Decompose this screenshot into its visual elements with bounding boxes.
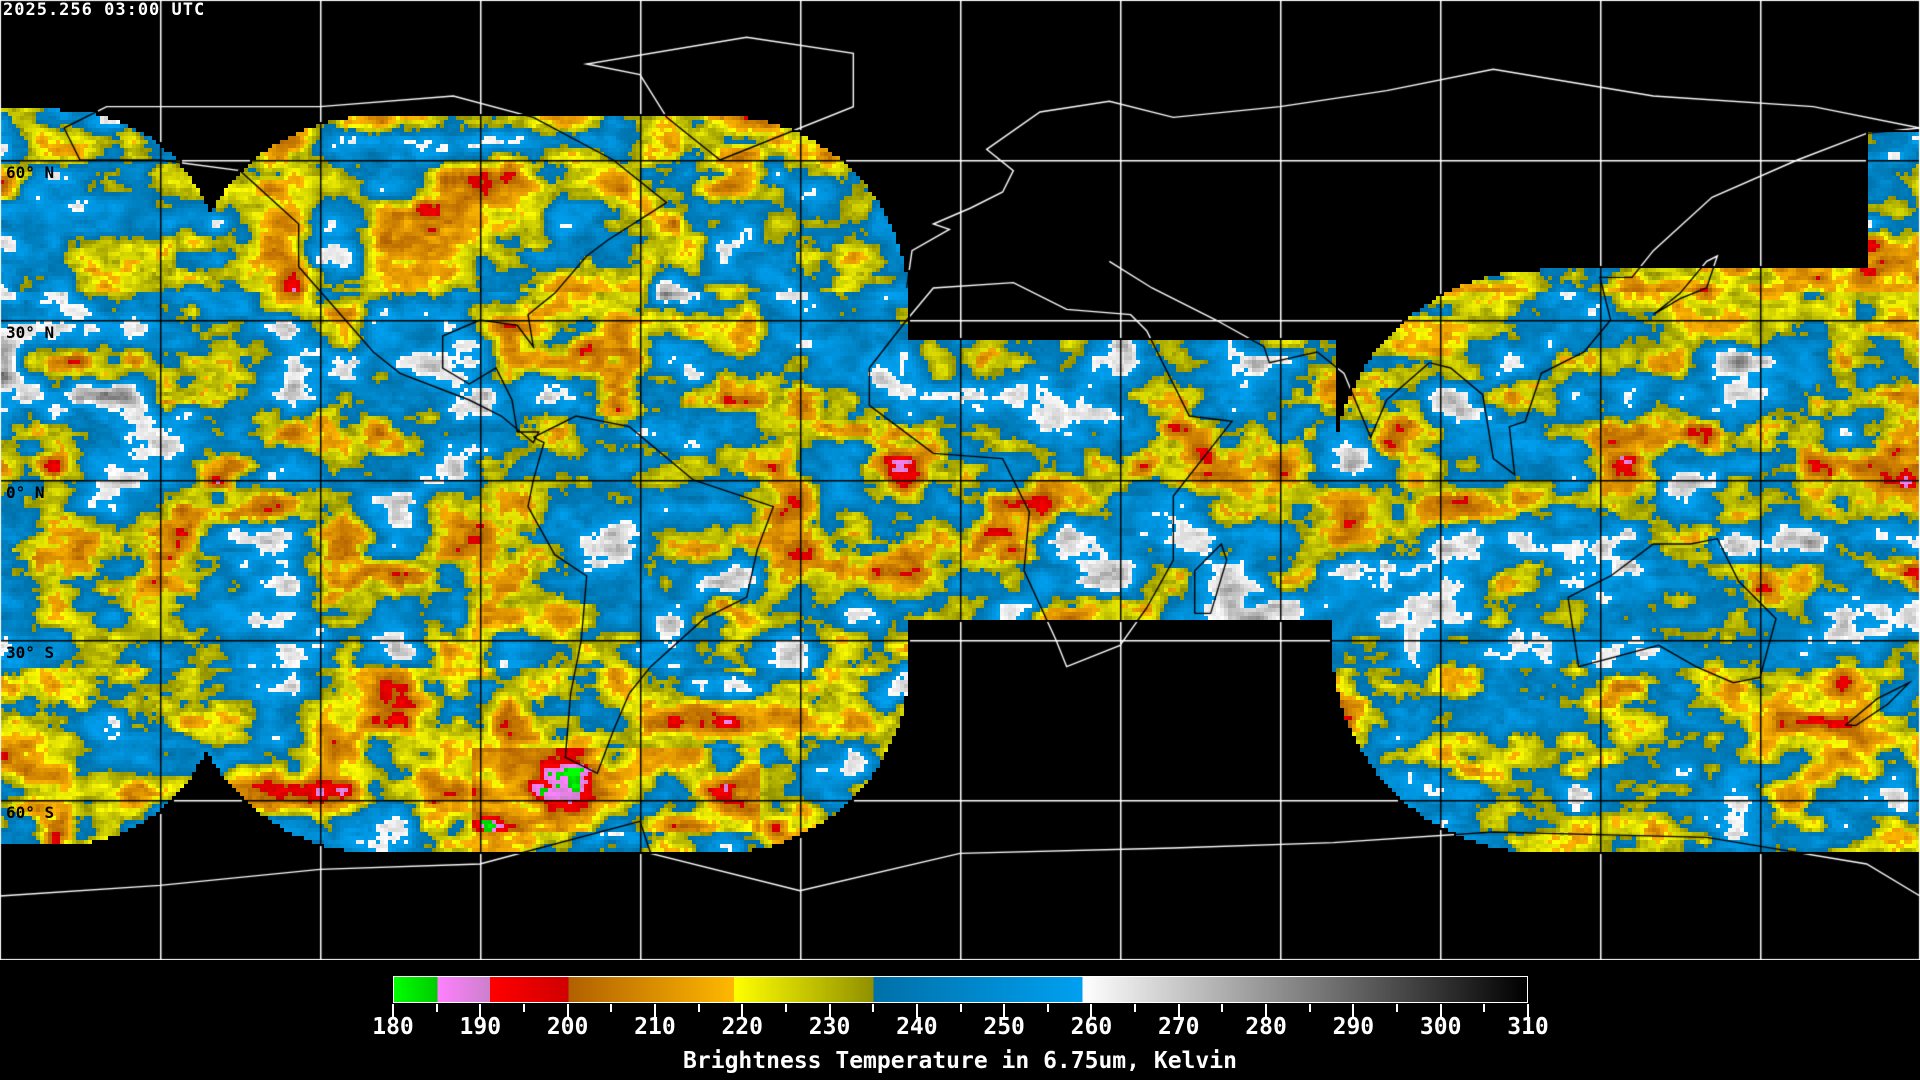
colorbar-tick-label: 300 — [1419, 1014, 1462, 1040]
colorbar-tick — [1003, 1004, 1006, 1018]
colorbar-tick-label: 220 — [721, 1014, 763, 1040]
colorbar-tick — [959, 1004, 962, 1012]
colorbar-tick — [435, 1004, 438, 1012]
colorbar-tick — [1134, 1004, 1137, 1012]
colorbar-tick-label: 310 — [1507, 1014, 1549, 1040]
colorbar-tick — [1177, 1004, 1180, 1018]
colorbar-tick — [522, 1004, 525, 1012]
colorbar-title: Brightness Temperature in 6.75um, Kelvin — [683, 1048, 1237, 1074]
colorbar-tick — [697, 1004, 700, 1012]
lat-label-60n: 60° N — [6, 163, 55, 182]
coastline-and-grid-overlay — [0, 0, 1920, 960]
colorbar-tick-label: 270 — [1157, 1014, 1200, 1040]
colorbar-tick — [392, 1004, 394, 1018]
colorbar-tick — [1396, 1004, 1399, 1012]
colorbar-tick — [1483, 1004, 1486, 1012]
colorbar-tick-label: 190 — [459, 1014, 502, 1040]
colorbar-tick — [1308, 1004, 1311, 1012]
colorbar-tick — [1221, 1004, 1224, 1012]
lat-label-0n: 0° N — [6, 483, 45, 502]
colorbar-tick — [1046, 1004, 1049, 1012]
colorbar-tick — [566, 1004, 569, 1018]
colorbar-tick — [1439, 1004, 1442, 1018]
colorbar-tick-label: 200 — [546, 1014, 589, 1040]
colorbar-tick-label: 250 — [983, 1014, 1025, 1040]
colorbar-tick — [915, 1004, 918, 1018]
timestamp: 2025.256 03:00 UTC — [3, 0, 206, 20]
colorbar-tick-label: 260 — [1070, 1014, 1113, 1040]
colorbar-tick — [653, 1004, 656, 1018]
colorbar-tick — [741, 1004, 744, 1018]
colorbar-tick-label: 180 — [372, 1014, 414, 1040]
colorbar-tick — [784, 1004, 787, 1012]
colorbar-tick — [828, 1004, 831, 1018]
colorbar-tick — [610, 1004, 613, 1012]
colorbar-tick-label: 230 — [808, 1014, 851, 1040]
colorbar-tick — [1090, 1004, 1093, 1018]
colorbar-tick — [1352, 1004, 1355, 1018]
colorbar-tick-label: 210 — [634, 1014, 676, 1040]
colorbar-tick-label: 240 — [896, 1014, 938, 1040]
satellite-mosaic-map — [0, 0, 1920, 960]
colorbar-tick-label: 280 — [1245, 1014, 1287, 1040]
colorbar-tick — [1265, 1004, 1268, 1018]
colorbar-tick — [479, 1004, 482, 1018]
colorbar-tick — [872, 1004, 875, 1012]
colorbar-tick — [1527, 1004, 1529, 1018]
colorbar — [393, 976, 1528, 1003]
lat-label-60s: 60° S — [6, 803, 55, 822]
lat-label-30s: 30° S — [6, 643, 55, 662]
colorbar-tick-label: 290 — [1332, 1014, 1375, 1040]
lat-label-30n: 30° N — [6, 323, 55, 342]
